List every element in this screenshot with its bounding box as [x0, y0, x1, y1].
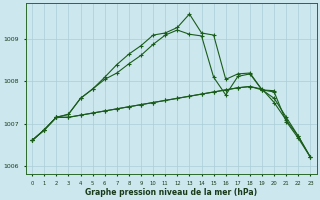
X-axis label: Graphe pression niveau de la mer (hPa): Graphe pression niveau de la mer (hPa)	[85, 188, 257, 197]
